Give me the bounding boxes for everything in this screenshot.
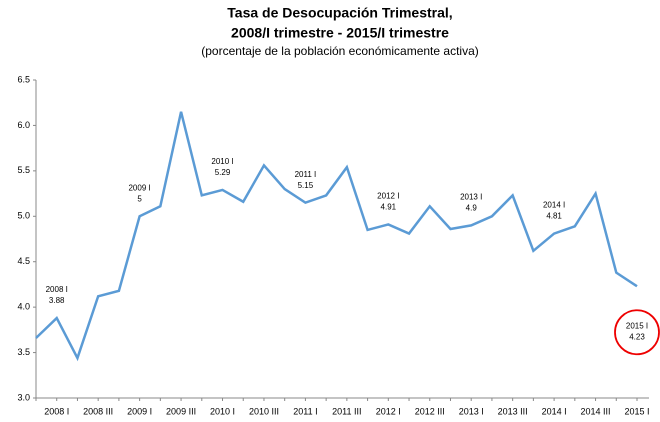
y-tick-label: 3.0 [17, 392, 30, 402]
x-tick-label: 2013 I [459, 406, 484, 416]
point-label: 4.9 [466, 203, 478, 212]
x-tick-label: 2011 I [293, 406, 317, 416]
x-tick-label: 2008 III [83, 406, 113, 416]
point-label: 3.88 [49, 296, 65, 305]
y-tick-label: 5.5 [17, 165, 30, 175]
point-label: 2013 I [460, 192, 482, 201]
chart-title: Tasa de Desocupación Trimestral, [227, 5, 452, 21]
line [35, 111, 638, 362]
y-tick-label: 6.0 [17, 120, 30, 130]
point-label: 2014 I [543, 201, 565, 210]
point-label: 4.23 [629, 332, 645, 341]
y-tick-label: 6.5 [17, 74, 30, 84]
point-label: 4.91 [381, 203, 397, 212]
x-tick-label: 2009 I [127, 406, 152, 416]
x-tick-label: 2012 I [376, 406, 401, 416]
x-tick-label: 2009 III [166, 406, 196, 416]
point-label: 2011 I [295, 170, 317, 179]
x-tick-label: 2013 III [498, 406, 528, 416]
point-label: 5.29 [215, 168, 231, 177]
chart-subtitle: (porcentaje de la población económicamen… [201, 44, 479, 58]
highlight [614, 309, 660, 356]
y-tick-label: 4.5 [17, 256, 30, 266]
x-tick-label: 2008 I [44, 406, 69, 416]
x-tick-label: 2014 I [542, 406, 567, 416]
point-label: 4.81 [546, 212, 562, 221]
x-tick-label: 2011 III [332, 406, 361, 416]
chart-title: 2008/I trimestre - 2015/I trimestre [231, 25, 449, 41]
point-label: 2015 I [626, 321, 648, 330]
y-tick-label: 5.0 [17, 211, 30, 221]
x-tick-label: 2015 I [624, 406, 649, 416]
point-label: 2009 I [128, 183, 150, 192]
x-tick-label: 2012 III [415, 406, 445, 416]
y-tick-label: 3.5 [17, 347, 30, 357]
point-label: 2012 I [377, 192, 399, 201]
x-tick-label: 2010 I [210, 406, 235, 416]
y-tick-label: 4.0 [17, 302, 30, 312]
point-label: 5 [137, 194, 142, 203]
point-label: 5.15 [298, 181, 314, 190]
point-label: 2008 I [46, 285, 68, 294]
x-tick-label: 2010 III [249, 406, 279, 416]
point-label: 2010 I [211, 157, 233, 166]
x-tick-label: 2014 III [581, 406, 611, 416]
